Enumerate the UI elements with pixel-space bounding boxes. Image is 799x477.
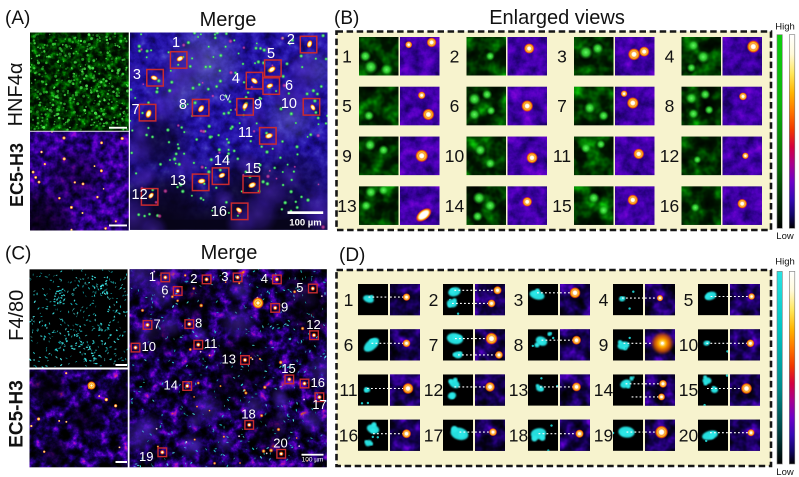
svg-text:High: High <box>775 257 795 268</box>
svg-text:17: 17 <box>424 425 443 445</box>
svg-text:HNF4α: HNF4α <box>5 63 27 127</box>
svg-text:2: 2 <box>287 32 295 48</box>
svg-text:15: 15 <box>281 361 295 376</box>
svg-text:2: 2 <box>450 47 460 67</box>
svg-text:4: 4 <box>232 71 240 87</box>
svg-text:6: 6 <box>161 283 168 298</box>
svg-text:3: 3 <box>133 67 141 83</box>
svg-text:1: 1 <box>344 290 354 310</box>
svg-text:100 µm: 100 µm <box>289 218 321 229</box>
svg-text:19: 19 <box>594 425 613 445</box>
svg-text:11: 11 <box>339 380 357 400</box>
svg-text:CV: CV <box>219 94 231 103</box>
svg-text:13: 13 <box>170 173 186 189</box>
svg-text:12: 12 <box>424 380 443 400</box>
svg-text:17: 17 <box>312 397 326 412</box>
svg-text:Merge: Merge <box>201 242 258 264</box>
svg-text:19: 19 <box>139 449 153 464</box>
svg-text:15: 15 <box>245 161 261 177</box>
svg-text:13: 13 <box>222 352 236 367</box>
svg-text:5: 5 <box>267 46 275 62</box>
svg-text:7: 7 <box>154 317 161 332</box>
svg-text:Enlarged views: Enlarged views <box>489 7 625 29</box>
svg-text:14: 14 <box>164 378 178 393</box>
svg-text:11: 11 <box>238 125 253 141</box>
svg-text:15: 15 <box>679 380 698 400</box>
svg-text:15: 15 <box>552 196 571 216</box>
svg-text:100 µm: 100 µm <box>302 457 324 464</box>
svg-text:4: 4 <box>665 47 675 67</box>
svg-text:Merge: Merge <box>200 9 257 31</box>
svg-text:16: 16 <box>211 204 227 220</box>
svg-text:(C): (C) <box>5 244 31 265</box>
svg-text:(A): (A) <box>5 8 30 29</box>
svg-text:2: 2 <box>429 290 439 310</box>
svg-text:Low: Low <box>776 231 794 242</box>
svg-text:8: 8 <box>179 97 187 113</box>
svg-text:10: 10 <box>679 335 699 355</box>
svg-text:3: 3 <box>514 290 524 310</box>
svg-text:1: 1 <box>149 269 156 284</box>
svg-text:7: 7 <box>557 96 567 116</box>
svg-text:12: 12 <box>306 317 320 332</box>
svg-text:10: 10 <box>281 96 297 112</box>
svg-text:8: 8 <box>514 335 524 355</box>
svg-text:6: 6 <box>344 335 354 355</box>
svg-text:20: 20 <box>679 425 699 445</box>
svg-text:Low: Low <box>776 467 794 477</box>
svg-text:EC5-H3: EC5-H3 <box>7 380 28 448</box>
svg-text:EC5-H3: EC5-H3 <box>7 143 27 207</box>
svg-text:16: 16 <box>339 425 358 445</box>
svg-text:High: High <box>775 22 795 33</box>
svg-text:5: 5 <box>684 290 694 310</box>
svg-text:5: 5 <box>296 280 303 295</box>
svg-text:3: 3 <box>221 269 228 284</box>
svg-text:11: 11 <box>553 146 571 166</box>
svg-text:13: 13 <box>337 196 356 216</box>
svg-text:4: 4 <box>599 290 609 310</box>
svg-text:10: 10 <box>142 339 156 354</box>
svg-text:9: 9 <box>342 146 352 166</box>
svg-text:9: 9 <box>281 300 288 315</box>
svg-text:(D): (D) <box>339 245 365 266</box>
svg-text:4: 4 <box>261 271 268 286</box>
svg-text:1: 1 <box>342 47 352 67</box>
svg-text:12: 12 <box>660 146 679 166</box>
svg-text:9: 9 <box>599 335 609 355</box>
svg-text:F4/80: F4/80 <box>6 290 28 341</box>
svg-text:7: 7 <box>132 102 140 118</box>
svg-text:(B): (B) <box>334 8 359 29</box>
svg-text:16: 16 <box>311 375 325 390</box>
svg-text:18: 18 <box>509 425 528 445</box>
svg-text:13: 13 <box>509 380 528 400</box>
svg-text:5: 5 <box>342 96 352 116</box>
svg-text:18: 18 <box>241 407 255 422</box>
svg-text:11: 11 <box>204 336 218 351</box>
svg-text:7: 7 <box>429 335 439 355</box>
svg-text:10: 10 <box>445 146 465 166</box>
svg-text:3: 3 <box>557 47 567 67</box>
svg-text:2: 2 <box>190 271 197 286</box>
svg-text:20: 20 <box>273 436 287 451</box>
svg-text:14: 14 <box>214 153 230 169</box>
svg-text:6: 6 <box>285 78 293 94</box>
svg-text:6: 6 <box>450 96 460 116</box>
svg-text:9: 9 <box>254 97 262 113</box>
svg-text:16: 16 <box>660 196 679 216</box>
svg-text:14: 14 <box>445 196 465 216</box>
svg-text:8: 8 <box>195 316 202 331</box>
svg-text:14: 14 <box>594 380 614 400</box>
svg-text:12: 12 <box>132 187 148 203</box>
svg-text:8: 8 <box>665 96 675 116</box>
svg-text:1: 1 <box>172 35 180 51</box>
